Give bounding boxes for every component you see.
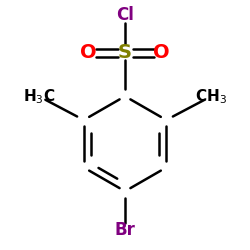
Text: O: O [153, 43, 170, 62]
Text: Cl: Cl [116, 6, 134, 24]
Text: CH$_3$: CH$_3$ [195, 87, 227, 106]
Text: H$_3$C: H$_3$C [22, 87, 55, 106]
Text: Br: Br [114, 221, 136, 239]
Text: O: O [80, 43, 97, 62]
Text: S: S [118, 43, 132, 62]
